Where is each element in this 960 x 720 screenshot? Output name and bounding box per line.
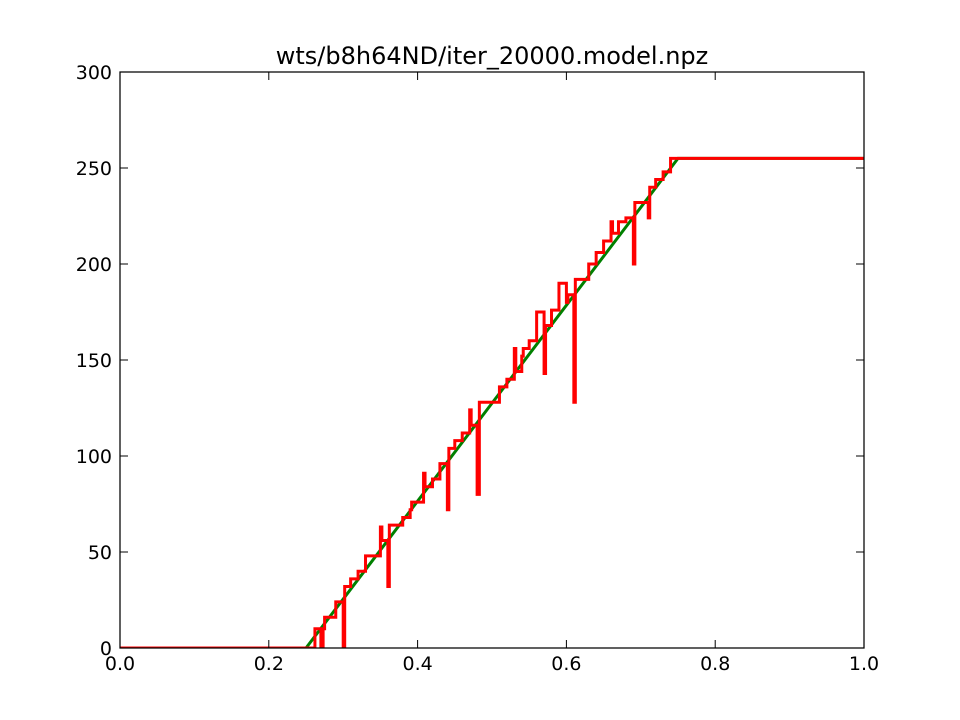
x-tick-label: 1.0 — [849, 653, 879, 675]
y-tick-label: 50 — [88, 542, 112, 564]
x-tick-label: 0.2 — [254, 653, 284, 675]
y-tick-label: 300 — [76, 62, 112, 84]
y-tick-label: 100 — [76, 446, 112, 468]
chart-title: wts/b8h64ND/iter_20000.model.npz — [276, 42, 709, 70]
y-tick-label: 200 — [76, 254, 112, 276]
x-tick-label: 0.8 — [700, 653, 730, 675]
series-line-red — [120, 156, 864, 648]
x-tick-label: 0.4 — [402, 653, 432, 675]
y-tick-label: 150 — [76, 350, 112, 372]
x-tick-label: 0.6 — [551, 653, 581, 675]
x-tick-label: 0.0 — [105, 653, 135, 675]
y-tick-label: 250 — [76, 158, 112, 180]
y-tick-label: 0 — [100, 638, 112, 660]
plot-area — [120, 156, 864, 648]
ticks: 0.0 0.2 0.4 0.6 0.8 1.0 0 50 100 150 200 250 300 — [76, 62, 879, 675]
